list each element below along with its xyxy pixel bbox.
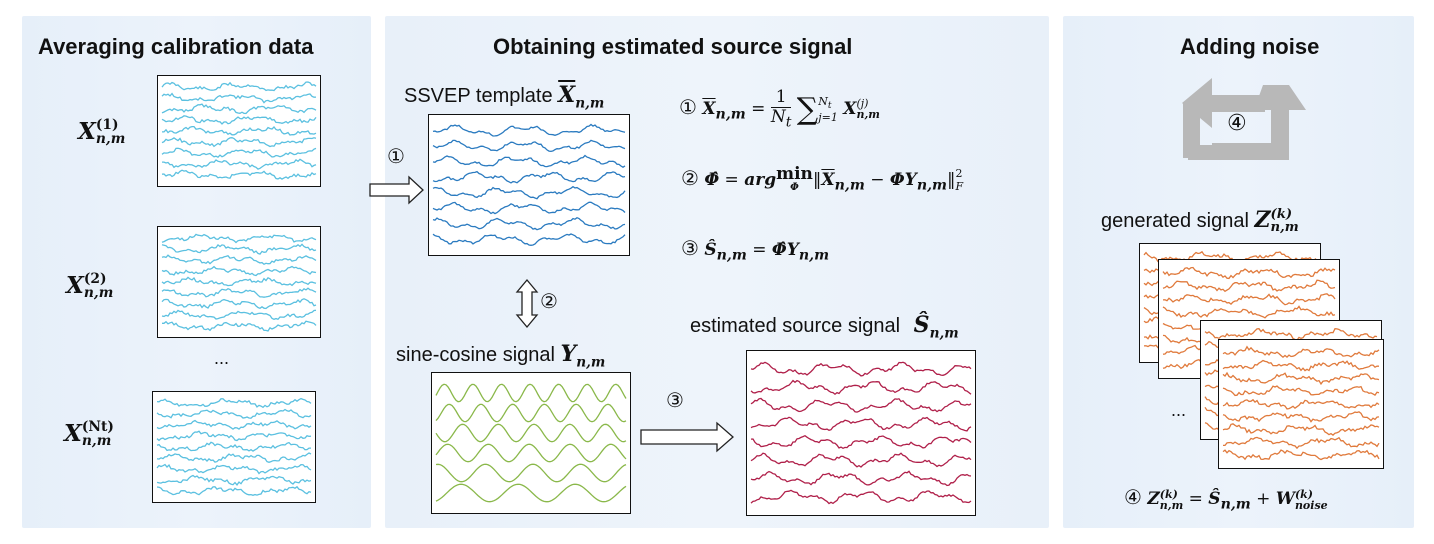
waveform-trace <box>432 123 626 137</box>
waveform-trace <box>435 463 627 483</box>
calibration-trial-plot-1 <box>157 75 321 187</box>
waveform-trace <box>161 115 317 125</box>
equation-1: ① Xn,m = 1 Nt ∑ Nt j=1 X (j) n,m <box>679 87 880 131</box>
hollow-arrow-icon <box>640 421 734 453</box>
waveform-trace <box>750 434 972 450</box>
waveform-trace <box>156 430 312 442</box>
waveform-trace <box>161 254 317 265</box>
waveform-trace <box>432 233 626 246</box>
waveform-trace <box>750 489 972 505</box>
waveform-trace <box>435 443 627 463</box>
trial-label-nt: X (Nt) n,m <box>64 419 114 449</box>
calibration-title: Averaging calibration data <box>38 34 314 59</box>
waveform-trace <box>162 125 317 136</box>
waveform-trace <box>1204 328 1378 341</box>
calibration-trial-plot-2 <box>157 226 321 338</box>
waveform-trace <box>156 419 312 430</box>
sine-cosine-label: sine-cosine signal Yn,m <box>396 341 606 371</box>
noise-title: Adding noise <box>1180 34 1320 59</box>
estimated-source-plot <box>746 350 976 516</box>
estimated-label: estimated source signal Ŝn,m <box>690 312 959 342</box>
waveform-trace <box>1222 398 1380 410</box>
waveform-trace <box>161 137 317 148</box>
waveform-trace <box>1162 266 1336 280</box>
generated-plot-4 <box>1218 339 1384 469</box>
waveform-trace <box>162 158 317 170</box>
waveform-trace <box>161 233 317 244</box>
waveform-trace <box>156 441 311 452</box>
circular-arrows-icon <box>1182 78 1306 160</box>
waveform-trace <box>432 170 626 184</box>
waveform-trace <box>1162 305 1336 319</box>
generated-ellipsis: ... <box>1171 400 1187 420</box>
waveform-trace <box>1162 279 1336 293</box>
waveform-trace <box>750 379 972 396</box>
waveform-trace <box>161 287 317 298</box>
waveform-trace <box>156 463 312 475</box>
noise-equation: ④ Z (k) n,m = Ŝn,m + W (k) noise <box>1124 485 1328 513</box>
waveform-trace <box>1143 250 1317 264</box>
waveform-trace <box>156 474 312 486</box>
hollow-arrow-icon <box>369 175 424 205</box>
waveform-trace <box>1222 423 1380 436</box>
waveform-trace <box>161 103 317 115</box>
waveform-trace <box>750 470 972 487</box>
step-marker-3: ③ <box>666 388 684 412</box>
step-marker-2: ② <box>540 289 558 313</box>
waveform-trace <box>156 408 312 419</box>
waveform-trace <box>432 185 626 200</box>
waveform-trace <box>1222 385 1380 397</box>
estimation-title: Obtaining estimated source signal <box>493 34 853 59</box>
waveform-trace <box>435 483 627 503</box>
waveform-trace <box>161 309 317 321</box>
waveform-trace <box>161 92 317 104</box>
waveform-trace <box>161 147 317 158</box>
waveform-trace <box>750 397 972 413</box>
waveform-trace <box>161 169 317 180</box>
waveform-trace <box>1223 436 1380 450</box>
waveform-trace <box>750 361 972 377</box>
ssvep-template-plot <box>428 114 630 256</box>
waveform-trace <box>161 265 317 277</box>
sine-cosine-plot <box>431 372 631 514</box>
waveform-trace <box>435 383 627 403</box>
waveform-trace <box>1222 371 1380 386</box>
waveform-trace <box>161 81 317 92</box>
step-marker-1: ① <box>387 144 405 168</box>
waveform-trace <box>1222 411 1380 423</box>
template-label: SSVEP template Xn,m <box>404 82 605 112</box>
waveform-trace <box>1162 293 1336 306</box>
equation-2: ② Φ̂ = arg min Φ ‖Xn,m − ΦYn,m‖ 2 F <box>681 164 964 194</box>
waveform-trace <box>750 452 972 468</box>
waveform-trace <box>156 397 312 409</box>
double-arrow-icon <box>515 278 539 329</box>
trial-label-1: X (1) n,m <box>78 117 126 147</box>
waveform-trace <box>162 320 317 332</box>
waveform-trace <box>1222 345 1380 359</box>
waveform-trace <box>432 216 626 231</box>
waveform-trace <box>156 452 312 463</box>
waveform-trace <box>161 298 317 310</box>
calibration-ellipsis: ... <box>214 348 230 368</box>
trial-label-2: X (2) n,m <box>66 271 114 301</box>
equation-3: ③ Ŝn,m = Φ̂Yn,m <box>681 236 830 264</box>
waveform-trace <box>161 276 317 287</box>
calibration-trial-plot-nt <box>152 391 316 503</box>
waveform-trace <box>750 416 972 432</box>
waveform-trace <box>432 139 626 153</box>
waveform-trace <box>1222 359 1380 372</box>
cycle-marker: ④ <box>1227 111 1247 136</box>
waveform-trace <box>161 243 317 255</box>
generated-label: generated signal Z (k) n,m <box>1101 206 1299 235</box>
waveform-trace <box>432 201 626 215</box>
waveform-trace <box>435 423 627 443</box>
waveform-trace <box>1222 449 1380 461</box>
waveform-trace <box>432 154 626 168</box>
waveform-trace <box>156 485 312 496</box>
waveform-trace <box>435 403 627 423</box>
